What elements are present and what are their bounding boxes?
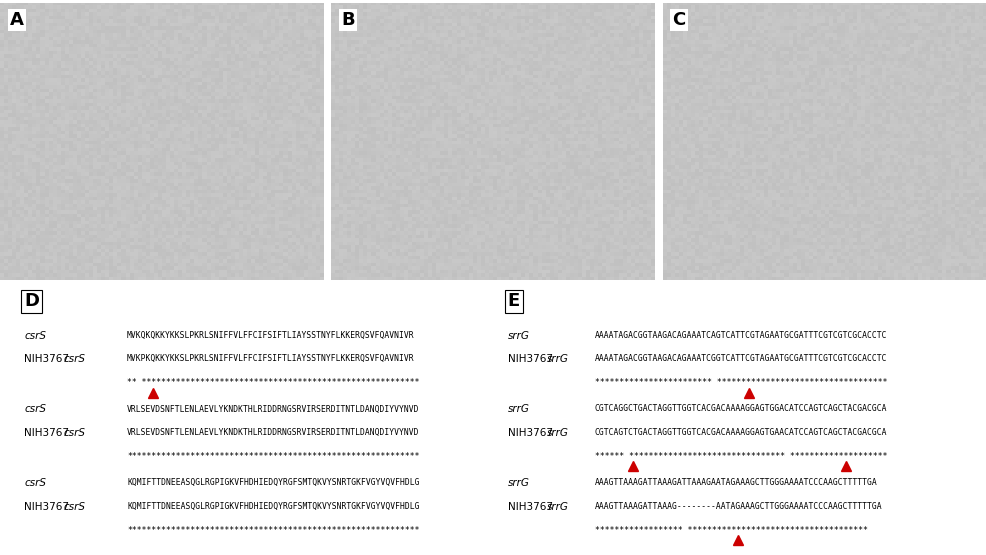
Text: AAAATAGACGGTAAGACAGAAATCAGTCATTCGTAGAATGCGATTTCGTCGTCGCACCTC: AAAATAGACGGTAAGACAGAAATCAGTCATTCGTAGAATG… [595, 331, 887, 340]
Text: srrG: srrG [547, 428, 569, 438]
Text: csrS: csrS [63, 428, 86, 438]
Text: ** *********************************************************: ** *************************************… [127, 378, 419, 387]
Text: E: E [508, 292, 520, 310]
Text: csrS: csrS [25, 405, 46, 415]
Text: srrG: srrG [508, 405, 529, 415]
Text: srrG: srrG [547, 502, 569, 512]
Text: ************************ ***********************************: ************************ ***************… [595, 378, 887, 387]
Text: NIH3767: NIH3767 [25, 502, 69, 512]
Text: NIH3767: NIH3767 [508, 502, 552, 512]
Text: D: D [25, 292, 39, 310]
Text: CGTCAGTCTGACTAGGTTGGTCACGACAAAAGGAGTGAACATCCAGTCAGCTACGACGCA: CGTCAGTCTGACTAGGTTGGTCACGACAAAAGGAGTGAAC… [595, 428, 887, 437]
Text: srrG: srrG [508, 478, 529, 488]
Text: NIH3767: NIH3767 [508, 428, 552, 438]
Text: B: B [341, 11, 355, 29]
Text: VRLSEVDSNFTLENLAEVLYKNDKTHLRIDDRNGSRVIRSERDITNTLDANQDIYVYNVD: VRLSEVDSNFTLENLAEVLYKNDKTHLRIDDRNGSRVIRS… [127, 405, 419, 413]
Text: A: A [10, 11, 24, 29]
Text: KQMIFTTDNEEASQGLRGPIGKVFHDHIEDQYRGFSMTQKVYSNRTGKFVGYVQVFHDLG: KQMIFTTDNEEASQGLRGPIGKVFHDHIEDQYRGFSMTQK… [127, 478, 419, 487]
Text: csrS: csrS [25, 331, 46, 341]
Text: NIH3767: NIH3767 [508, 354, 552, 365]
Text: AAAATAGACGGTAAGACAGAAATCGGTCATTCGTAGAATGCGATTTCGTCGTCGCACCTC: AAAATAGACGGTAAGACAGAAATCGGTCATTCGTAGAATG… [595, 354, 887, 364]
Text: VRLSEVDSNFTLENLAEVLYKNDKTHLRIDDRNGSRVIRSERDITNTLDANQDIYVYNVD: VRLSEVDSNFTLENLAEVLYKNDKTHLRIDDRNGSRVIRS… [127, 428, 419, 437]
Text: NIH3767: NIH3767 [25, 428, 69, 438]
Text: csrS: csrS [63, 354, 86, 365]
Text: ************************************************************: ****************************************… [127, 526, 419, 534]
Text: csrS: csrS [25, 478, 46, 488]
Text: KQMIFTTDNEEASQGLRGPIGKVFHDHIEDQYRGFSMTQKVYSNRTGKFVGYVQVFHDLG: KQMIFTTDNEEASQGLRGPIGKVFHDHIEDQYRGFSMTQK… [127, 502, 419, 511]
Text: srrG: srrG [547, 354, 569, 365]
Text: ****** ******************************** ********************: ****** ******************************** … [595, 452, 887, 461]
Text: MVKQKQKKYKKSLPKRLSNIFFVLFFCIFSIFTLIAYSSTNYFLKKERQSVFQAVNIVR: MVKQKQKKYKKSLPKRLSNIFFVLFFCIFSIFTLIAYSST… [127, 331, 415, 340]
Text: NIH3767: NIH3767 [25, 354, 69, 365]
Text: csrS: csrS [63, 502, 86, 512]
Text: srrG: srrG [508, 331, 529, 341]
Text: ****************** *************************************: ****************** *********************… [595, 526, 868, 534]
Text: C: C [672, 11, 685, 29]
Text: ************************************************************: ****************************************… [127, 452, 419, 461]
Text: MVKPKQKKYKKSLPKRLSNIFFVLFFCIFSIFTLIAYSSTNYFLKKERQSVFQAVNIVR: MVKPKQKKYKKSLPKRLSNIFFVLFFCIFSIFTLIAYSST… [127, 354, 415, 364]
Text: AAAGTTAAAGATTAAAG--------AATAGAAAGCTTGGGAAAATCCCAAGCTTTTTGA: AAAGTTAAAGATTAAAG--------AATAGAAAGCTTGGG… [595, 502, 882, 511]
Text: AAAGTTAAAGATTAAAGATTAAAGAATAGAAAGCTTGGGAAAATCCCAAGCTTTTTGA: AAAGTTAAAGATTAAAGATTAAAGAATAGAAAGCTTGGGA… [595, 478, 878, 487]
Text: CGTCAGGCTGACTAGGTTGGTCACGACAAAAGGAGTGGACATCCAGTCAGCTACGACGCA: CGTCAGGCTGACTAGGTTGGTCACGACAAAAGGAGTGGAC… [595, 405, 887, 413]
